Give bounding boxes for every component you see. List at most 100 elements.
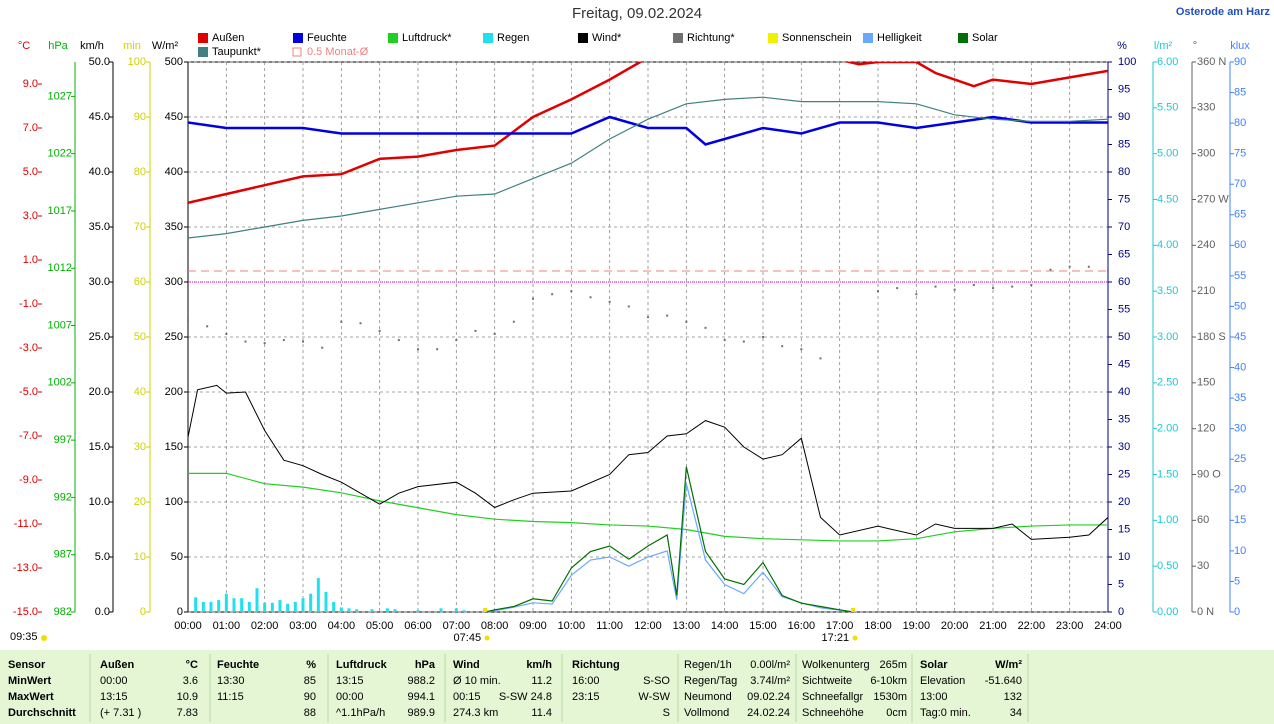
x-tick-label: 05:00 <box>366 620 394 632</box>
y-tick-label: 200 <box>165 386 183 398</box>
direction-dot <box>321 346 324 349</box>
legend-swatch <box>483 33 493 43</box>
stats-cell: 13:00 <box>920 691 948 703</box>
rain-bar <box>263 602 267 612</box>
y-tick-label: 40 <box>1234 361 1246 373</box>
stats-cell: Regen/1h <box>684 659 732 671</box>
y-tick-label: 45 <box>1118 358 1130 370</box>
y-tick-label: 90 O <box>1197 468 1221 480</box>
stats-cell: 13:15 <box>100 691 128 703</box>
y-tick-label: 55 <box>1118 303 1130 315</box>
direction-dot <box>934 285 937 288</box>
stats-cell: Außen <box>100 659 135 671</box>
series-line <box>188 384 1108 540</box>
rain-bar <box>309 593 313 612</box>
location: Osterode am Harz <box>1176 6 1271 18</box>
y-tick-label: 5.0 <box>23 166 38 178</box>
stats-cell: 0cm <box>886 707 907 719</box>
y-tick-label: 10 <box>1234 545 1246 557</box>
y-tick-label: 1007 <box>48 319 72 331</box>
sun-event-label: 07:45 <box>454 632 482 644</box>
legend-label: Taupunkt* <box>212 46 262 58</box>
direction-dot <box>877 290 879 293</box>
stats-cell: -51.640 <box>985 675 1022 687</box>
direction-dot <box>188 319 189 322</box>
y-tick-label: 4.00 <box>1157 239 1178 251</box>
stats-cell: Richtung <box>572 659 620 671</box>
stats-cell: S-SW 24.8 <box>499 691 552 703</box>
y-tick-label: 250 <box>165 331 183 343</box>
legend-label: 0.5 Monat-Ø <box>307 46 369 58</box>
y-tick-label: 30 <box>1234 423 1246 435</box>
stats-cell: S <box>663 707 670 719</box>
y-tick-label: 5.00 <box>1157 148 1178 160</box>
stats-cell: 10.9 <box>177 691 198 703</box>
rain-bar <box>232 598 236 612</box>
y-tick-label: 997 <box>54 434 72 446</box>
sun-icon <box>41 635 47 641</box>
x-tick-label: 06:00 <box>404 620 432 632</box>
direction-dot <box>551 293 554 296</box>
y-tick-label: 1012 <box>48 262 72 274</box>
y-tick-label: 65 <box>1118 248 1130 260</box>
direction-dot <box>1030 284 1033 287</box>
direction-dot <box>1049 268 1052 271</box>
legend-swatch <box>388 33 398 43</box>
stats-cell: Neumond <box>684 691 732 703</box>
x-tick-label: 13:00 <box>673 620 701 632</box>
direction-dot <box>206 325 209 328</box>
direction-dot <box>244 340 247 343</box>
y-tick-label: 300 <box>1197 148 1215 160</box>
stats-cell: 7.83 <box>177 707 198 719</box>
y-tick-label: 150 <box>165 441 183 453</box>
y-tick-label: 3.00 <box>1157 331 1178 343</box>
y-tick-label: 7.0 <box>23 122 38 134</box>
rain-bar <box>270 602 274 612</box>
stats-cell: 85 <box>304 675 316 687</box>
rain-bar <box>462 610 466 612</box>
stats-cell: Elevation <box>920 675 965 687</box>
y-tick-label: 25.0 <box>89 331 110 343</box>
rain-bar <box>316 578 320 612</box>
y-tick-label: 20 <box>1118 496 1130 508</box>
legend-swatch <box>198 33 208 43</box>
y-tick-label: 270 W <box>1197 193 1229 205</box>
rain-bar <box>416 610 420 612</box>
stats-cell: 265m <box>879 659 907 671</box>
direction-dot <box>589 296 592 299</box>
stats-cell: Durchschnitt <box>8 707 76 719</box>
x-tick-label: 20:00 <box>941 620 969 632</box>
legend-label: Richtung* <box>687 32 735 44</box>
y-tick-label: 90 <box>1118 111 1130 123</box>
legend-swatch <box>863 33 873 43</box>
axis-unit: % <box>1117 40 1127 52</box>
stats-cell: 988.2 <box>407 675 435 687</box>
rain-bar <box>201 601 205 612</box>
stats-cell: 24.02.24 <box>747 707 790 719</box>
y-tick-label: -1.0 <box>19 298 38 310</box>
direction-dot <box>1107 270 1108 273</box>
stats-cell: S-SO <box>643 675 670 687</box>
y-tick-label: 0.00 <box>1157 606 1178 618</box>
rain-bar <box>240 598 244 612</box>
y-tick-label: 60 <box>134 276 146 288</box>
sun-event-label: 17:21 <box>822 632 850 644</box>
y-tick-label: 10 <box>134 551 146 563</box>
direction-dot <box>455 339 458 342</box>
legend-swatch <box>768 33 778 43</box>
y-tick-label: 3.0 <box>23 210 38 222</box>
axis-unit: hPa <box>48 40 68 52</box>
x-tick-label: 14:00 <box>711 620 739 632</box>
direction-dot <box>800 348 803 351</box>
stats-cell: 6-10km <box>870 675 907 687</box>
axis-unit: klux <box>1230 40 1250 52</box>
stats-cell: °C <box>186 659 198 671</box>
y-tick-label: 70 <box>134 221 146 233</box>
y-tick-label: 50 <box>171 551 183 563</box>
rain-bar <box>355 609 359 612</box>
y-tick-label: 300 <box>165 276 183 288</box>
rain-bar <box>439 608 443 612</box>
y-tick-label: 330 <box>1197 102 1215 114</box>
rain-bar <box>278 600 282 612</box>
y-tick-label: 0.50 <box>1157 560 1178 572</box>
